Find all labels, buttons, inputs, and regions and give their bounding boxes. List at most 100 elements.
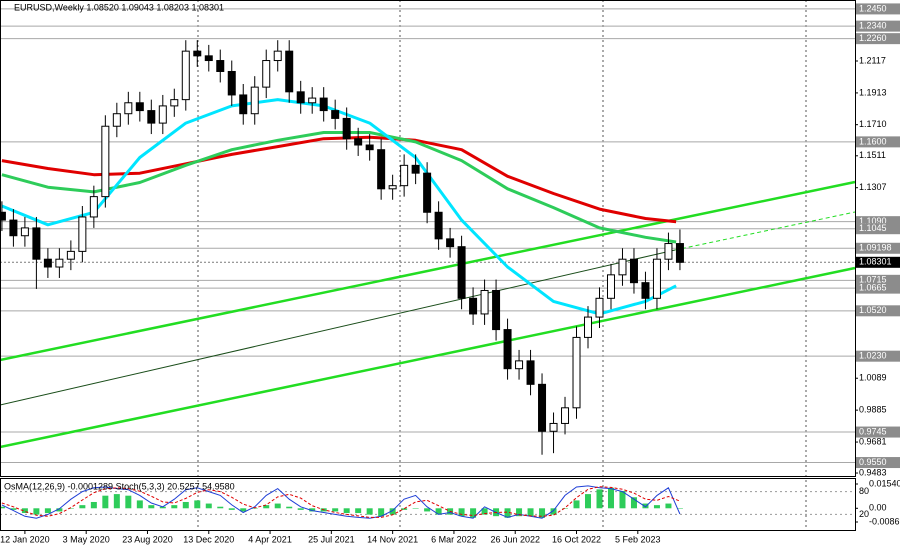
y-tick-label: 1.1710 <box>859 119 887 129</box>
level-label-box <box>856 3 900 15</box>
osma-bar <box>251 508 258 509</box>
level-label-box <box>856 136 900 148</box>
osma-bar <box>21 508 28 514</box>
osma-bar <box>366 508 373 515</box>
candle-body <box>354 138 363 146</box>
candle-body <box>377 149 386 190</box>
osma-bar <box>297 508 304 510</box>
level-label-box <box>856 457 900 469</box>
level-label-box <box>856 282 900 294</box>
candle-body <box>262 60 271 88</box>
osma-bar <box>355 508 362 514</box>
level-label-box <box>856 223 900 235</box>
osma-bar <box>619 490 626 509</box>
candle-body <box>158 105 167 124</box>
candle-body <box>0 211 6 221</box>
osma-bar <box>435 508 442 515</box>
osma-bar <box>401 508 408 510</box>
candle-body <box>216 60 225 72</box>
osma-bar <box>79 505 86 509</box>
candle-body <box>434 211 443 240</box>
level-label: 1.0665 <box>859 283 887 293</box>
candle-body <box>331 110 340 119</box>
candle-body <box>446 238 455 248</box>
y-tick-label: 1.2117 <box>859 55 886 65</box>
osma-bar <box>56 508 63 512</box>
osma-bar <box>539 508 546 518</box>
level-label: 0.9550 <box>859 457 887 467</box>
candle-body <box>32 227 41 260</box>
osma-bar <box>67 508 74 509</box>
x-tick-label: 23 Aug 2020 <box>122 534 173 544</box>
x-tick-label: 4 Apr 2021 <box>248 534 292 544</box>
candle-body <box>492 289 501 331</box>
y-tick-label: 1.1511 <box>859 150 886 160</box>
osma-tick-label: -0.008692 <box>869 516 900 526</box>
osma-bar <box>470 508 477 518</box>
level-label: 1.2450 <box>859 3 887 13</box>
candle-body <box>400 164 409 187</box>
candle-body <box>595 297 604 318</box>
candle-body <box>515 360 524 370</box>
osma-tick-label: 0.0154064 <box>869 478 900 488</box>
y-tick-label: 1.1307 <box>859 182 887 192</box>
candle-body <box>342 117 351 140</box>
osma-bar <box>102 495 109 509</box>
candle-body <box>43 258 52 268</box>
osma-bar <box>90 501 97 509</box>
candle-body <box>629 258 638 284</box>
osma-tick-label: 0.00 <box>869 503 887 513</box>
candle-body <box>124 102 133 115</box>
candle-body <box>250 86 259 115</box>
osma-bar <box>217 506 224 509</box>
candle-body <box>89 196 98 218</box>
level-label: 1.0230 <box>859 351 887 361</box>
candle-body <box>561 407 570 424</box>
x-tick-label: 5 Feb 2023 <box>615 534 661 544</box>
x-tick-label: 3 May 2020 <box>63 534 110 544</box>
y-tick-label: 1.1913 <box>859 87 887 97</box>
osma-bar <box>412 508 419 509</box>
candle-body <box>652 258 661 299</box>
candle-body <box>181 50 190 101</box>
x-tick-label: 6 Mar 2022 <box>431 534 477 544</box>
candle-body <box>66 250 75 260</box>
x-tick-label: 16 Oct 2022 <box>552 534 601 544</box>
axes: 1.2117 1.1913 1.1710 1.1511 1.1307 1.0089 0.98… <box>0 3 900 544</box>
osma-bar <box>113 494 120 509</box>
x-tick-label: 12 Jan 2020 <box>0 534 50 544</box>
osma-bar <box>550 508 557 515</box>
osma-bar <box>585 494 592 509</box>
osma-bar <box>148 505 155 509</box>
osma-bar <box>286 506 293 509</box>
level-label: 0.9745 <box>859 426 887 436</box>
candle-body <box>480 289 489 315</box>
candle-body <box>365 144 374 151</box>
osma-bar <box>458 508 465 517</box>
osma-bar <box>136 500 143 509</box>
level-label-box <box>856 216 900 228</box>
level-label: 1.0715 <box>859 275 887 285</box>
candle-body <box>296 91 305 104</box>
osma-bar <box>378 508 385 517</box>
candle-body <box>55 258 64 268</box>
osma-bar <box>596 489 603 509</box>
osma-bar <box>653 505 660 509</box>
candle-body <box>618 258 627 276</box>
candle-body <box>239 94 248 115</box>
channel-lower <box>0 266 856 449</box>
x-tick-label: 26 Jun 2022 <box>490 534 540 544</box>
candle-body <box>170 99 179 107</box>
osma-bar <box>573 500 580 509</box>
y-tick-label: 0.9681 <box>859 436 887 446</box>
candle-body <box>572 336 581 409</box>
osma-bar <box>424 508 431 512</box>
osma-bar <box>44 508 51 514</box>
level-label-box <box>856 274 900 286</box>
level-label: 1.1600 <box>859 136 887 146</box>
candle-body <box>204 55 213 62</box>
x-tick-label: 25 Jul 2021 <box>308 534 355 544</box>
trendlines <box>0 180 856 449</box>
